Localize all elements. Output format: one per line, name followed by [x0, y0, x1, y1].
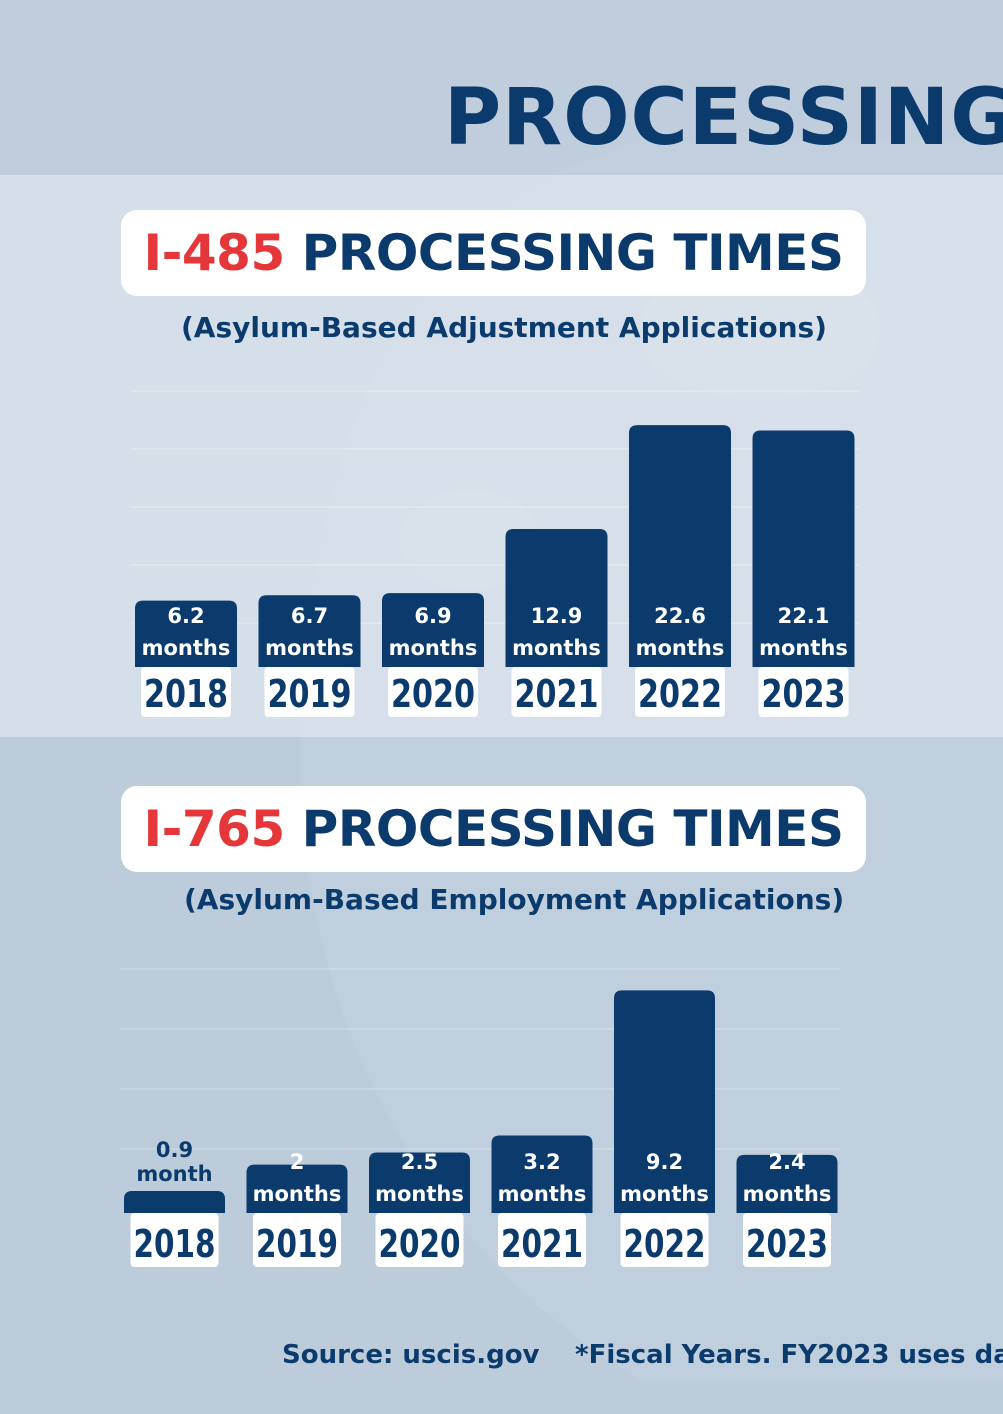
- unit-label: months: [759, 636, 848, 660]
- year-label: 2020: [379, 1222, 461, 1266]
- value-label: 0.9: [156, 1138, 193, 1162]
- unit-label: months: [498, 1182, 587, 1206]
- year-label-box: [620, 1213, 709, 1267]
- value-label: 2.4: [768, 1150, 805, 1174]
- year-label-box: [141, 667, 231, 717]
- chart-1-bars: 6.2 months 2018 6.7 months 2019 6.9 months 2020 1…: [130, 390, 860, 717]
- chart-1-form-code: I-485: [143, 224, 286, 282]
- year-label: 2020: [391, 672, 475, 716]
- year-label: 2019: [268, 672, 352, 716]
- bar-2018: [135, 600, 237, 667]
- value-label: 2: [290, 1150, 305, 1174]
- year-label: 2018: [134, 1222, 216, 1266]
- year-label-box: [375, 1213, 464, 1267]
- bar-2018: [124, 1191, 225, 1213]
- value-label: 6.2: [167, 604, 204, 628]
- chart-1-title: I-485 PROCESSING TIMES: [121, 210, 866, 296]
- bar-2020: [382, 593, 484, 667]
- year-label-box: [635, 667, 725, 717]
- value-label: 22.6: [654, 604, 706, 628]
- bar-2020: [369, 1152, 470, 1213]
- year-label: 2022: [638, 672, 722, 716]
- unit-label: months: [142, 636, 231, 660]
- value-label: 9.2: [646, 1150, 683, 1174]
- value-label: 22.1: [778, 604, 830, 628]
- year-label: 2023: [762, 672, 846, 716]
- unit-label: months: [620, 1182, 709, 1206]
- source-note: Source: uscis.gov: [282, 1340, 540, 1370]
- bar-2023: [736, 1154, 838, 1213]
- year-label: 2019: [256, 1222, 338, 1266]
- year-label-box: [264, 667, 355, 717]
- bar-2023: [752, 430, 855, 667]
- page-title: PROCESSING: [444, 73, 1003, 163]
- bar-2019: [258, 595, 361, 667]
- year-label-box: [253, 1213, 341, 1267]
- bar-2022: [629, 425, 731, 667]
- bar-2022: [614, 990, 715, 1213]
- bar-2019: [246, 1164, 348, 1213]
- value-label: 3.2: [523, 1150, 560, 1174]
- year-label: 2021: [501, 1222, 583, 1266]
- year-label-box: [498, 1213, 586, 1267]
- chart-1-title-text: PROCESSING TIMES: [301, 224, 844, 282]
- year-label-box: [130, 1213, 219, 1267]
- unit-label: months: [375, 1182, 464, 1206]
- chart-1-subtitle: (Asylum-Based Adjustment Applications): [181, 311, 827, 344]
- header-band: [0, 0, 1003, 175]
- year-label-box: [388, 667, 478, 717]
- unit-label: months: [512, 636, 601, 660]
- chart-2-subtitle: (Asylum-Based Employment Applications): [184, 883, 845, 916]
- unit-label: months: [636, 636, 725, 660]
- value-label: 12.9: [531, 604, 583, 628]
- year-label-box: [758, 667, 849, 717]
- year-label: 2018: [144, 672, 228, 716]
- unit-label: months: [265, 636, 354, 660]
- fiscal-year-note: *Fiscal Years. FY2023 uses data: [575, 1340, 1003, 1370]
- unit-label: months: [743, 1182, 832, 1206]
- year-label: 2021: [515, 672, 599, 716]
- year-label: 2023: [746, 1222, 828, 1266]
- bar-2021: [491, 1135, 593, 1213]
- unit-label: month: [136, 1162, 212, 1186]
- value-label: 6.9: [414, 604, 451, 628]
- chart-2-form-code: I-765: [143, 800, 286, 858]
- value-label: 6.7: [291, 604, 328, 628]
- unit-label: months: [389, 636, 478, 660]
- unit-label: months: [253, 1182, 342, 1206]
- bar-2021: [505, 528, 608, 667]
- chart-2-title-text: PROCESSING TIMES: [301, 800, 844, 858]
- year-label-box: [511, 667, 602, 717]
- value-label: 2.5: [401, 1150, 438, 1174]
- year-label-box: [743, 1213, 831, 1267]
- year-label: 2022: [624, 1222, 706, 1266]
- chart-2-title: I-765 PROCESSING TIMES: [121, 786, 866, 872]
